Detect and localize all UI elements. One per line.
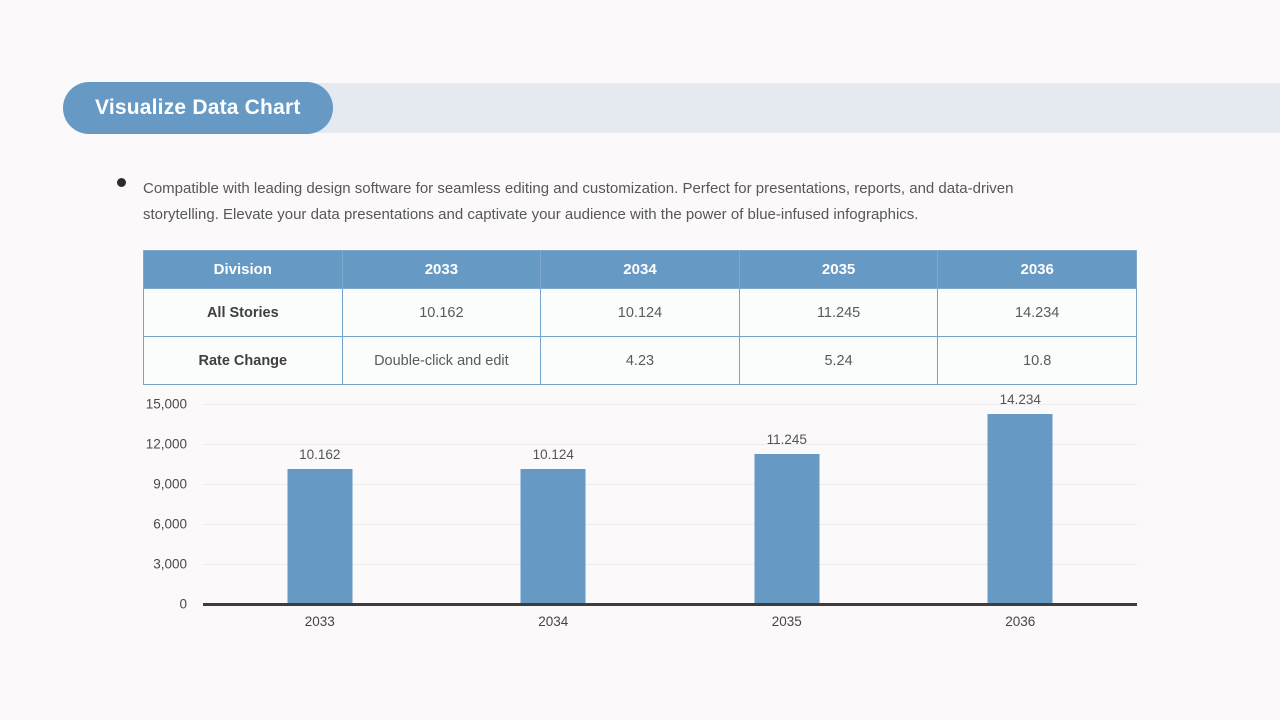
bar-2034 bbox=[520, 469, 586, 604]
section-title: Visualize Data Chart bbox=[95, 96, 301, 119]
x-axis-tick-label: 2034 bbox=[538, 614, 569, 629]
data-table: Division 2033 2034 2035 2036 All Stories 10.1… bbox=[143, 250, 1137, 385]
section-title-pill: Visualize Data Chart bbox=[63, 82, 333, 134]
y-axis-tick-label: 15,000 bbox=[145, 396, 187, 412]
table-header-cell: 2034 bbox=[540, 250, 740, 289]
gridline bbox=[203, 404, 1137, 405]
intro-text: Compatible with leading design software … bbox=[143, 180, 1014, 223]
gridline bbox=[203, 444, 1137, 445]
gridline bbox=[203, 524, 1137, 525]
table-body: All Stories 10.162 10.124 11.245 14.234 Rate … bbox=[143, 288, 1137, 385]
table-cell[interactable]: Double-click and edit bbox=[341, 336, 542, 385]
table-row: All Stories 10.162 10.124 11.245 14.234 bbox=[143, 288, 1137, 337]
table-header-cell: Division bbox=[143, 250, 343, 289]
bar-value-label: 11.245 bbox=[766, 432, 807, 448]
table-cell[interactable]: 5.24 bbox=[738, 336, 939, 385]
bar-2036 bbox=[987, 414, 1053, 604]
y-axis-tick-label: 12,000 bbox=[145, 436, 187, 452]
bar-value-label: 10.124 bbox=[532, 447, 574, 463]
table-cell[interactable]: 10.162 bbox=[341, 288, 542, 337]
table-row-label[interactable]: All Stories bbox=[143, 288, 343, 337]
table-cell[interactable]: 11.245 bbox=[738, 288, 939, 337]
x-axis-line bbox=[203, 603, 1137, 606]
gridline bbox=[203, 484, 1137, 485]
bullet-icon bbox=[117, 178, 126, 187]
bar-2033 bbox=[287, 468, 353, 604]
gridline bbox=[203, 564, 1137, 565]
table-cell[interactable]: 14.234 bbox=[937, 288, 1137, 337]
table-header-cell: 2033 bbox=[341, 250, 542, 289]
chart-y-axis: 15,000 12,000 9,000 6,000 3,000 0 bbox=[143, 397, 195, 612]
table-row-label[interactable]: Rate Change bbox=[143, 336, 343, 385]
y-axis-tick-label: 9,000 bbox=[153, 476, 187, 492]
x-axis-tick-label: 2035 bbox=[771, 614, 802, 629]
x-axis-tick-label: 2036 bbox=[1005, 614, 1036, 629]
table-cell[interactable]: 4.23 bbox=[540, 336, 740, 385]
bar-chart: 15,000 12,000 9,000 6,000 3,000 0 10.162 2033 1… bbox=[143, 392, 1137, 666]
bar-value-label: 10.162 bbox=[299, 446, 341, 462]
table-cell[interactable]: 10.8 bbox=[937, 336, 1137, 385]
y-axis-tick-label: 3,000 bbox=[153, 556, 187, 572]
y-axis-tick-label: 0 bbox=[179, 596, 187, 612]
y-axis-tick-label: 6,000 bbox=[153, 516, 187, 532]
bar-2035 bbox=[754, 454, 820, 604]
chart-plot-area: 10.162 2033 10.124 2034 11.245 2035 14.234 2036 bbox=[203, 392, 1137, 629]
table-head-row: Division 2033 2034 2035 2036 bbox=[143, 250, 1137, 289]
bar-value-label: 14.234 bbox=[999, 392, 1041, 408]
x-axis-tick-label: 2033 bbox=[304, 614, 335, 629]
table-row: Rate Change Double-click and edit 4.23 5.24… bbox=[143, 336, 1137, 385]
table-header-cell: 2035 bbox=[738, 250, 939, 289]
table-header-cell: 2036 bbox=[937, 250, 1137, 289]
table-cell[interactable]: 10.124 bbox=[540, 288, 740, 337]
